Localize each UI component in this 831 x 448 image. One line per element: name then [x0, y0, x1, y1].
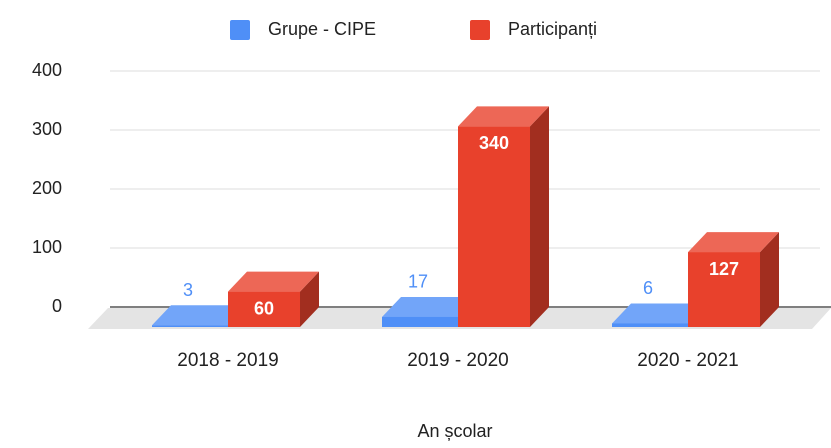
bar-side — [530, 106, 549, 328]
x-tick-label: 2019 - 2020 — [407, 350, 508, 371]
bar-top — [152, 305, 247, 326]
bar — [152, 325, 228, 327]
x-tick-label: 2018 - 2019 — [177, 350, 278, 371]
legend-swatch — [470, 20, 490, 40]
x-axis-title: An școlar — [417, 421, 492, 441]
data-label: 3 — [183, 280, 193, 300]
y-tick-label: 0 — [52, 296, 62, 316]
bar-top — [382, 296, 477, 317]
bar — [228, 291, 300, 327]
bar-top — [458, 106, 549, 127]
bar — [688, 252, 760, 327]
data-label: 17 — [408, 272, 428, 292]
y-tick-label: 400 — [32, 60, 62, 80]
legend-swatch — [230, 20, 250, 40]
data-label: 127 — [709, 259, 739, 279]
bar — [612, 323, 688, 327]
bar — [458, 126, 530, 328]
bar-side — [300, 271, 319, 327]
bar-top — [688, 232, 779, 253]
data-label: 6 — [643, 278, 653, 298]
bar-top — [612, 303, 707, 324]
bar-side — [760, 232, 779, 327]
legend-label: Participanți — [508, 19, 597, 39]
bar — [382, 316, 458, 327]
data-label: 60 — [254, 298, 274, 318]
legend-label: Grupe - CIPE — [268, 19, 376, 39]
y-tick-label: 100 — [32, 237, 62, 257]
y-tick-label: 200 — [32, 178, 62, 198]
data-label: 340 — [479, 133, 509, 153]
y-tick-label: 300 — [32, 119, 62, 139]
bar-top — [228, 271, 319, 292]
x-tick-label: 2020 - 2021 — [637, 350, 738, 371]
